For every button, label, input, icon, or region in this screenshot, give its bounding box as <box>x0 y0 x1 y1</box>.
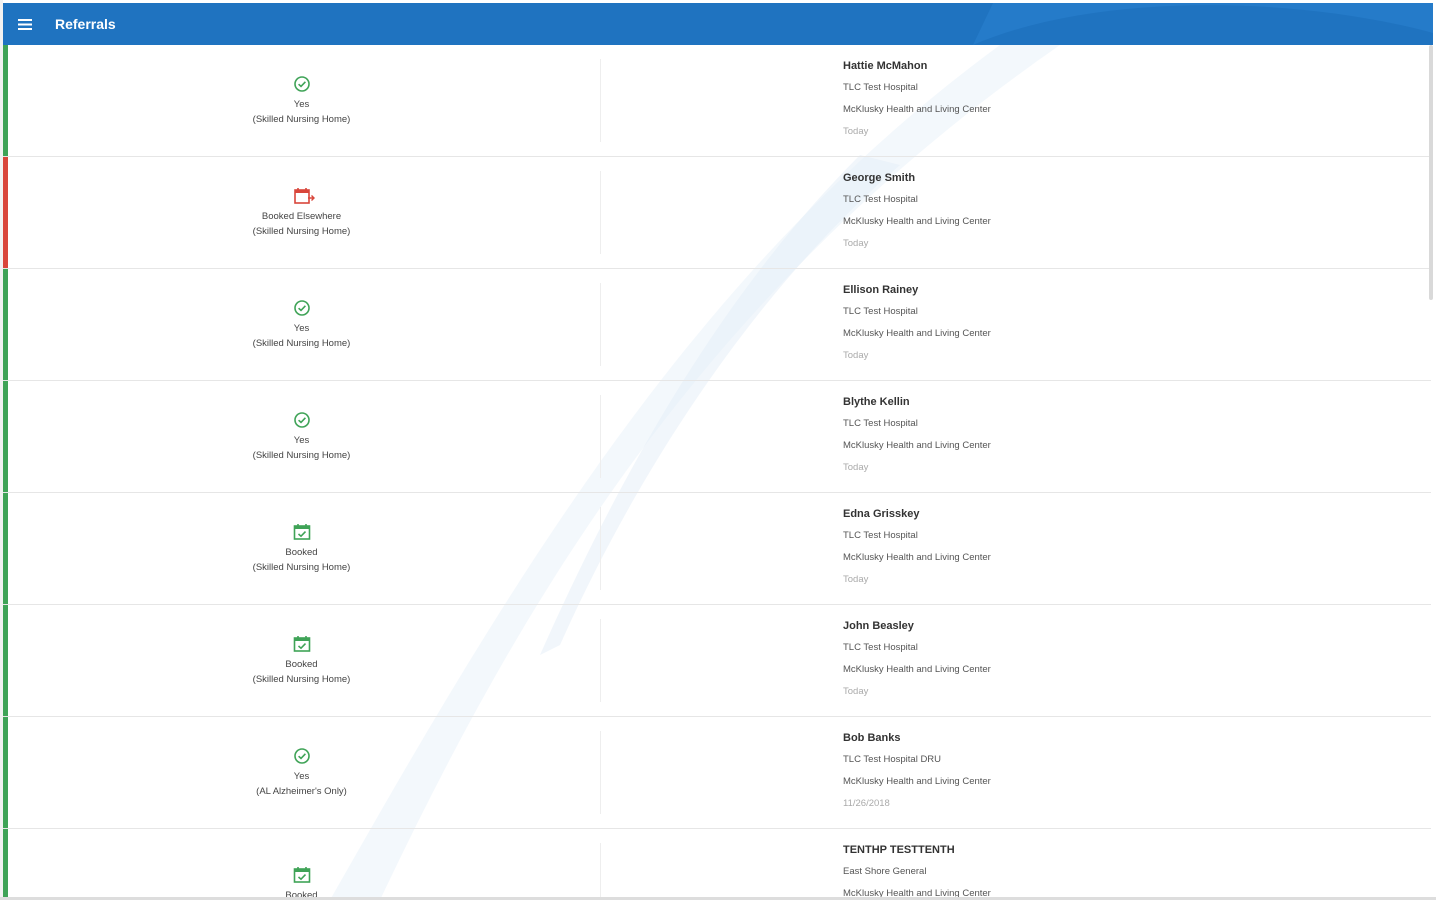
calendar-check-icon <box>293 635 311 653</box>
care-type-label: (Skilled Nursing Home) <box>252 449 351 461</box>
referral-details: John Beasley TLC Test Hospital McKlusky He… <box>843 605 991 716</box>
facility-name: McKlusky Health and Living Center <box>843 664 991 675</box>
referral-date: Today <box>843 686 869 697</box>
care-type-label: (Skilled Nursing Home) <box>252 673 351 685</box>
referral-row[interactable]: Yes (Skilled Nursing Home) Hattie McMahon T… <box>3 45 1431 157</box>
status-indicator-bar <box>3 829 8 900</box>
patient-name: Blythe Kellin <box>843 396 910 408</box>
hospital-name: TLC Test Hospital <box>843 418 918 429</box>
referral-date: Today <box>843 350 869 361</box>
referral-details: Bob Banks TLC Test Hospital DRU McKlusky H… <box>843 717 991 828</box>
hospital-name: TLC Test Hospital <box>843 194 918 205</box>
window-edge-left <box>0 0 3 900</box>
status-label: Yes <box>293 770 310 782</box>
hospital-name: TLC Test Hospital <box>843 642 918 653</box>
status-column: Booked Elsewhere (Skilled Nursing Home) <box>3 171 601 254</box>
status-indicator-bar <box>3 605 8 716</box>
status-column: Booked <box>3 843 601 900</box>
care-type-label: (Skilled Nursing Home) <box>252 113 351 125</box>
facility-name: McKlusky Health and Living Center <box>843 440 991 451</box>
hospital-name: East Shore General <box>843 866 927 877</box>
referral-date: Today <box>843 574 869 585</box>
hospital-name: TLC Test Hospital <box>843 306 918 317</box>
referral-details: Edna Grisskey TLC Test Hospital McKlusky H… <box>843 493 991 604</box>
calendar-check-icon <box>293 866 311 884</box>
status-column: Booked (Skilled Nursing Home) <box>3 619 601 702</box>
facility-name: McKlusky Health and Living Center <box>843 216 991 227</box>
referral-date: Today <box>843 126 869 137</box>
patient-name: TENTHP TESTTENTH <box>843 844 955 856</box>
status-column: Yes (AL Alzheimer's Only) <box>3 731 601 814</box>
facility-name: McKlusky Health and Living Center <box>843 104 991 115</box>
status-indicator-bar <box>3 493 8 604</box>
referral-row[interactable]: Yes (AL Alzheimer's Only) Bob Banks TLC Tes… <box>3 717 1431 829</box>
patient-name: John Beasley <box>843 620 914 632</box>
hospital-name: TLC Test Hospital <box>843 530 918 541</box>
patient-name: Edna Grisskey <box>843 508 920 520</box>
hamburger-menu-icon[interactable] <box>3 3 47 45</box>
status-indicator-bar <box>3 381 8 492</box>
check-circle-icon <box>293 747 311 765</box>
check-circle-icon <box>293 299 311 317</box>
hospital-name: TLC Test Hospital DRU <box>843 754 942 765</box>
calendar-arrow-icon <box>293 187 315 205</box>
referral-row[interactable]: Booked (Skilled Nursing Home) Edna Grisske… <box>3 493 1431 605</box>
status-label: Booked <box>285 658 318 670</box>
status-column: Booked (Skilled Nursing Home) <box>3 507 601 590</box>
care-type-label: (Skilled Nursing Home) <box>252 337 351 349</box>
referral-date: 11/26/2018 <box>843 798 890 809</box>
patient-name: Ellison Rainey <box>843 284 919 296</box>
referral-details: TENTHP TESTTENTH East Shore General McKlus… <box>843 829 991 900</box>
status-column: Yes (Skilled Nursing Home) <box>3 395 601 478</box>
patient-name: George Smith <box>843 172 916 184</box>
care-type-label: (AL Alzheimer's Only) <box>256 785 347 797</box>
referral-date: Today <box>843 462 869 473</box>
referral-details: Blythe Kellin TLC Test Hospital McKlusky H… <box>843 381 991 492</box>
status-label: Yes <box>293 322 310 334</box>
referral-row[interactable]: Booked Elsewhere (Skilled Nursing Home) Ge… <box>3 157 1431 269</box>
check-circle-icon <box>293 411 311 429</box>
referral-details: Hattie McMahon TLC Test Hospital McKlusky … <box>843 45 991 156</box>
referral-list: Yes (Skilled Nursing Home) Hattie McMahon T… <box>3 45 1431 900</box>
check-circle-icon <box>293 75 311 93</box>
status-indicator-bar <box>3 717 8 828</box>
referral-details: George Smith TLC Test Hospital McKlusky He… <box>843 157 991 268</box>
scrollbar-thumb[interactable] <box>1429 45 1433 300</box>
app-bar: Referrals <box>3 3 1433 45</box>
status-label: Yes <box>293 434 310 446</box>
patient-name: Bob Banks <box>843 732 901 744</box>
status-indicator-bar <box>3 45 8 156</box>
status-column: Yes (Skilled Nursing Home) <box>3 283 601 366</box>
facility-name: McKlusky Health and Living Center <box>843 776 991 787</box>
care-type-label: (Skilled Nursing Home) <box>252 225 351 237</box>
status-label: Yes <box>293 98 310 110</box>
header-swoosh-decoration <box>973 3 1433 45</box>
referral-row[interactable]: Yes (Skilled Nursing Home) Ellison Rainey T… <box>3 269 1431 381</box>
care-type-label: (Skilled Nursing Home) <box>252 561 351 573</box>
referral-details: Ellison Rainey TLC Test Hospital McKlusky … <box>843 269 991 380</box>
referral-date: Today <box>843 238 869 249</box>
referral-row[interactable]: Booked TENTHP TESTTENTH East Shore General… <box>3 829 1431 900</box>
referral-row[interactable]: Yes (Skilled Nursing Home) Blythe Kellin TL… <box>3 381 1431 493</box>
page-title: Referrals <box>55 16 116 32</box>
status-column: Yes (Skilled Nursing Home) <box>3 59 601 142</box>
status-indicator-bar <box>3 157 8 268</box>
status-label: Booked <box>285 890 318 900</box>
status-label: Booked Elsewhere <box>261 210 342 222</box>
hospital-name: TLC Test Hospital <box>843 82 918 93</box>
facility-name: McKlusky Health and Living Center <box>843 552 991 563</box>
facility-name: McKlusky Health and Living Center <box>843 328 991 339</box>
calendar-check-icon <box>293 523 311 541</box>
patient-name: Hattie McMahon <box>843 60 928 72</box>
status-label: Booked <box>285 546 318 558</box>
referral-row[interactable]: Booked (Skilled Nursing Home) John Beasley… <box>3 605 1431 717</box>
status-indicator-bar <box>3 269 8 380</box>
